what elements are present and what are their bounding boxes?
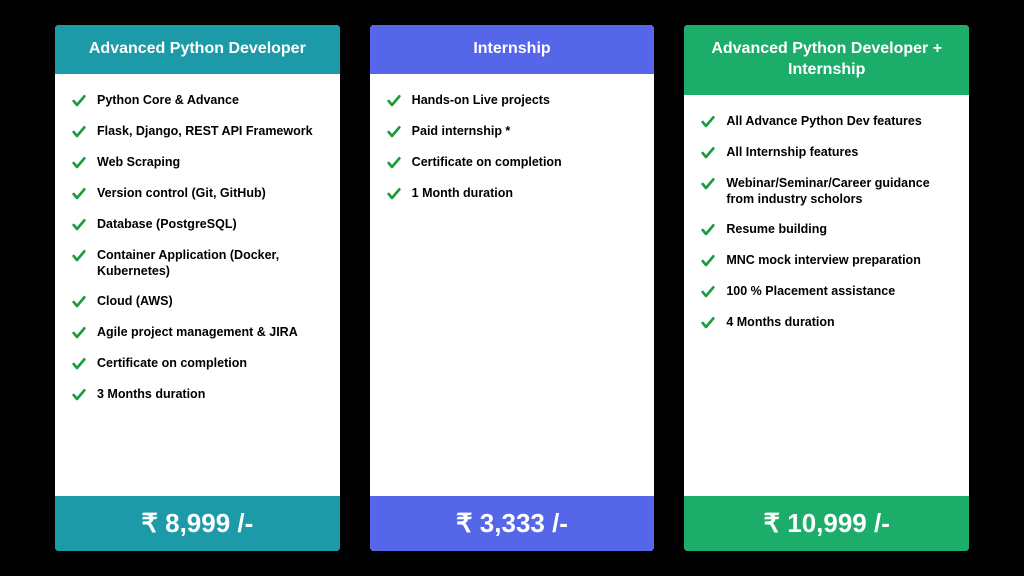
card-header: Advanced Python Developer — [55, 25, 340, 74]
feature-item: Cloud (AWS) — [71, 293, 324, 310]
feature-item: Agile project management & JIRA — [71, 324, 324, 341]
feature-item: Paid internship * — [386, 123, 639, 140]
feature-text: All Internship features — [726, 144, 858, 160]
card-title: Advanced Python Developer — [89, 39, 306, 60]
check-icon — [386, 186, 402, 202]
pricing-card-internship: Internship Hands-on Live projects Paid in… — [370, 25, 655, 551]
feature-text: Webinar/Seminar/Career guidance from ind… — [726, 175, 953, 208]
card-title: Internship — [473, 39, 550, 60]
feature-item: Version control (Git, GitHub) — [71, 185, 324, 202]
check-icon — [71, 186, 87, 202]
feature-text: Cloud (AWS) — [97, 293, 173, 309]
check-icon — [71, 325, 87, 341]
check-icon — [700, 176, 716, 192]
feature-text: 100 % Placement assistance — [726, 283, 895, 299]
card-header: Advanced Python Developer + Internship — [684, 25, 969, 95]
card-header: Internship — [370, 25, 655, 74]
card-price: ₹ 3,333 /- — [370, 496, 655, 551]
feature-item: Hands-on Live projects — [386, 92, 639, 109]
feature-text: MNC mock interview preparation — [726, 252, 921, 268]
check-icon — [71, 356, 87, 372]
feature-item: Webinar/Seminar/Career guidance from ind… — [700, 175, 953, 208]
feature-item: Certificate on completion — [71, 355, 324, 372]
check-icon — [386, 155, 402, 171]
feature-item: 3 Months duration — [71, 386, 324, 403]
feature-item: All Advance Python Dev features — [700, 113, 953, 130]
feature-text: Certificate on completion — [97, 355, 247, 371]
check-icon — [386, 93, 402, 109]
feature-item: Python Core & Advance — [71, 92, 324, 109]
pricing-card-combined: Advanced Python Developer + Internship A… — [684, 25, 969, 551]
feature-text: Python Core & Advance — [97, 92, 239, 108]
card-price: ₹ 8,999 /- — [55, 496, 340, 551]
feature-text: Web Scraping — [97, 154, 180, 170]
check-icon — [386, 124, 402, 140]
feature-item: 1 Month duration — [386, 185, 639, 202]
feature-text: Flask, Django, REST API Framework — [97, 123, 313, 139]
check-icon — [71, 124, 87, 140]
feature-text: Database (PostgreSQL) — [97, 216, 237, 232]
check-icon — [700, 145, 716, 161]
feature-text: Certificate on completion — [412, 154, 562, 170]
feature-text: 1 Month duration — [412, 185, 513, 201]
feature-item: Database (PostgreSQL) — [71, 216, 324, 233]
check-icon — [700, 222, 716, 238]
feature-text: Version control (Git, GitHub) — [97, 185, 266, 201]
card-body: All Advance Python Dev features All Inter… — [684, 95, 969, 496]
pricing-card-python-developer: Advanced Python Developer Python Core & … — [55, 25, 340, 551]
check-icon — [700, 114, 716, 130]
card-body: Hands-on Live projects Paid internship * C… — [370, 74, 655, 496]
feature-text: Agile project management & JIRA — [97, 324, 298, 340]
card-body: Python Core & Advance Flask, Django, REST… — [55, 74, 340, 496]
feature-text: 4 Months duration — [726, 314, 834, 330]
feature-item: MNC mock interview preparation — [700, 252, 953, 269]
check-icon — [71, 248, 87, 264]
feature-item: 4 Months duration — [700, 314, 953, 331]
feature-text: All Advance Python Dev features — [726, 113, 921, 129]
card-title: Advanced Python Developer + Internship — [694, 39, 959, 81]
feature-item: Flask, Django, REST API Framework — [71, 123, 324, 140]
check-icon — [700, 253, 716, 269]
check-icon — [700, 284, 716, 300]
check-icon — [71, 217, 87, 233]
feature-item: Web Scraping — [71, 154, 324, 171]
check-icon — [71, 387, 87, 403]
card-price: ₹ 10,999 /- — [684, 496, 969, 551]
check-icon — [700, 315, 716, 331]
feature-item: Certificate on completion — [386, 154, 639, 171]
feature-text: Container Application (Docker, Kubernete… — [97, 247, 324, 280]
check-icon — [71, 155, 87, 171]
feature-item: All Internship features — [700, 144, 953, 161]
feature-item: Resume building — [700, 221, 953, 238]
feature-text: Paid internship * — [412, 123, 511, 139]
feature-text: Hands-on Live projects — [412, 92, 550, 108]
check-icon — [71, 93, 87, 109]
feature-text: Resume building — [726, 221, 827, 237]
check-icon — [71, 294, 87, 310]
feature-text: 3 Months duration — [97, 386, 205, 402]
feature-item: Container Application (Docker, Kubernete… — [71, 247, 324, 280]
feature-item: 100 % Placement assistance — [700, 283, 953, 300]
